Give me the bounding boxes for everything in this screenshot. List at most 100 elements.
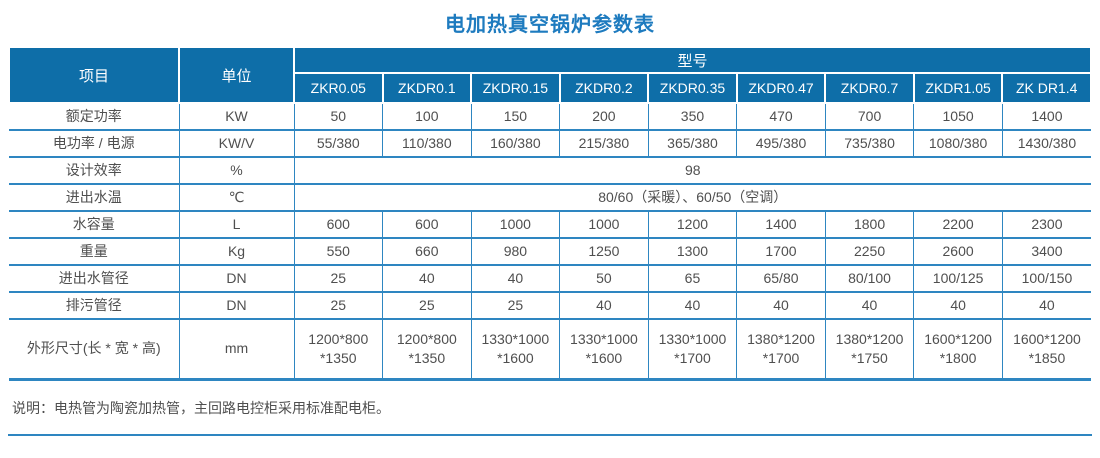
row-value: 100	[382, 102, 472, 131]
row-item-label: 排污管径	[9, 291, 180, 320]
row-value: 1430/380	[1001, 129, 1091, 158]
row-unit: %	[178, 156, 295, 185]
row-unit: DN	[178, 291, 295, 320]
bottom-divider	[8, 433, 1092, 436]
row-value: 1200*800 *1350	[293, 318, 384, 381]
row-value: 40	[382, 264, 472, 293]
model-header-cell: ZKDR0.1	[381, 72, 473, 104]
row-item-label: 设计效率	[9, 156, 180, 185]
row-value: 600	[382, 210, 472, 239]
row-value: 40	[559, 291, 649, 320]
header-item-cell: 项目	[8, 46, 180, 104]
row-value: 25	[293, 291, 384, 320]
model-header-cell: ZKDR0.7	[824, 72, 915, 104]
row-value: 2250	[824, 237, 915, 266]
row-value: 2200	[913, 210, 1003, 239]
row-value: 1050	[913, 102, 1003, 131]
row-value: 65/80	[736, 264, 826, 293]
row-unit: Kg	[178, 237, 295, 266]
row-value: 40	[470, 264, 561, 293]
table-row: 电功率 / 电源 KW/V 55/380 110/380 160/380 215/380 3…	[9, 129, 1091, 158]
parameter-table: 项目 单位 型号 ZKR0.05 ZKDR0.1 ZKDR0.15 ZKDR0.2 ZK…	[8, 46, 1092, 381]
row-value: 1080/380	[913, 129, 1003, 158]
row-value: 735/380	[824, 129, 915, 158]
row-value: 215/380	[559, 129, 649, 158]
table-row: 重量 Kg 550 660 980 1250 1300 1700 2250 2600 3400	[9, 237, 1091, 266]
row-value: 1400	[736, 210, 826, 239]
table-row: 水容量 L 600 600 1000 1000 1200 1400 1800 2200 2300	[9, 210, 1091, 239]
row-unit: ℃	[178, 183, 295, 212]
row-value: 25	[293, 264, 384, 293]
model-header-cell: ZKDR0.35	[647, 72, 738, 104]
row-value: 40	[913, 291, 1003, 320]
row-value: 1000	[470, 210, 561, 239]
row-merged-value: 98	[293, 156, 1091, 185]
row-value: 365/380	[647, 129, 738, 158]
row-value: 1000	[559, 210, 649, 239]
table-row: 排污管径 DN 25 25 25 40 40 40 40 40 40	[9, 291, 1091, 320]
row-value: 100/125	[913, 264, 1003, 293]
row-value: 40	[824, 291, 915, 320]
header-band-row: 项目 单位 型号	[8, 46, 1092, 104]
row-value: 1700	[736, 237, 826, 266]
table-row: 设计效率% 98	[9, 156, 1091, 185]
row-value: 550	[293, 237, 384, 266]
row-value: 600	[293, 210, 384, 239]
row-value: 1250	[559, 237, 649, 266]
row-unit: mm	[178, 318, 295, 381]
row-value: 110/380	[382, 129, 472, 158]
row-merged-value: 80/60（采暖）、60/50（空调）	[293, 183, 1091, 212]
table-row: 进出水管径 DN 25 40 40 50 65 65/80 80/100 100/125 100/1…	[9, 264, 1091, 293]
row-value: 1800	[824, 210, 915, 239]
row-item-label: 外形尺寸(长 * 宽 * 高)	[9, 318, 180, 381]
row-value: 25	[470, 291, 561, 320]
row-value: 40	[736, 291, 826, 320]
model-header-cell: ZKDR0.47	[735, 72, 827, 104]
row-item-label: 进出水温	[9, 183, 180, 212]
row-value: 470	[736, 102, 826, 131]
table-note: 说明：电热管为陶瓷加热管，主回路电控柜采用标准配电柜。	[12, 399, 390, 416]
table-header: 项目 单位 型号 ZKR0.05 ZKDR0.1 ZKDR0.15 ZKDR0.2 ZK…	[8, 46, 1092, 104]
row-value: 1380*1200 *1700	[736, 318, 826, 381]
row-value: 1400	[1001, 102, 1091, 131]
row-value: 40	[647, 291, 738, 320]
row-value: 100/150	[1001, 264, 1091, 293]
table-row: 额定功率 KW 50 100 150 200 350 470 700 1050 1400	[9, 102, 1091, 131]
row-value: 2300	[1001, 210, 1091, 239]
model-header-cell: ZKDR1.05	[912, 72, 1004, 104]
table-row: 外形尺寸(长 * 宽 * 高) mm 1200*800 *1350 1200*800 …	[9, 318, 1091, 381]
row-value: 700	[824, 102, 915, 131]
row-value: 495/380	[736, 129, 826, 158]
model-header-cell: ZKDR0.15	[470, 72, 561, 104]
row-unit: DN	[178, 264, 295, 293]
row-value: 200	[559, 102, 649, 131]
row-value: 25	[382, 291, 472, 320]
row-value: 350	[647, 102, 738, 131]
row-item-label: 重量	[9, 237, 180, 266]
row-value: 1200	[647, 210, 738, 239]
row-value: 980	[470, 237, 561, 266]
row-value: 1300	[647, 237, 738, 266]
row-value: 660	[382, 237, 472, 266]
row-value: 3400	[1001, 237, 1091, 266]
row-value: 1600*1200 *1800	[913, 318, 1003, 381]
row-value: 40	[1001, 291, 1091, 320]
model-header-cell: ZKDR0.2	[558, 72, 650, 104]
row-unit: KW	[178, 102, 295, 131]
row-value: 160/380	[470, 129, 561, 158]
row-value: 50	[559, 264, 649, 293]
row-item-label: 电功率 / 电源	[9, 129, 180, 158]
model-header-cell: ZKR0.05	[293, 72, 384, 104]
row-value: 1330*1000 *1600	[559, 318, 649, 381]
header-model-cell: 型号	[293, 46, 1092, 74]
header-unit-cell: 单位	[178, 46, 295, 104]
page: 电加热真空锅炉参数表 项目 单位 型号 ZKR0.05 ZKDR0.1 ZKDR0.…	[0, 8, 1100, 436]
row-value: 1200*800 *1350	[382, 318, 472, 381]
row-value: 1380*1200 *1750	[824, 318, 915, 381]
row-value: 65	[647, 264, 738, 293]
row-value: 55/380	[293, 129, 384, 158]
row-value: 80/100	[824, 264, 915, 293]
row-value: 1330*1000 *1700	[647, 318, 738, 381]
model-header-row: ZKR0.05 ZKDR0.1 ZKDR0.15 ZKDR0.2 ZKDR0.35 ZKD…	[9, 72, 1092, 104]
table-row: 进出水温 ℃ 80/60（采暖）、60/50（空调）	[9, 183, 1091, 212]
